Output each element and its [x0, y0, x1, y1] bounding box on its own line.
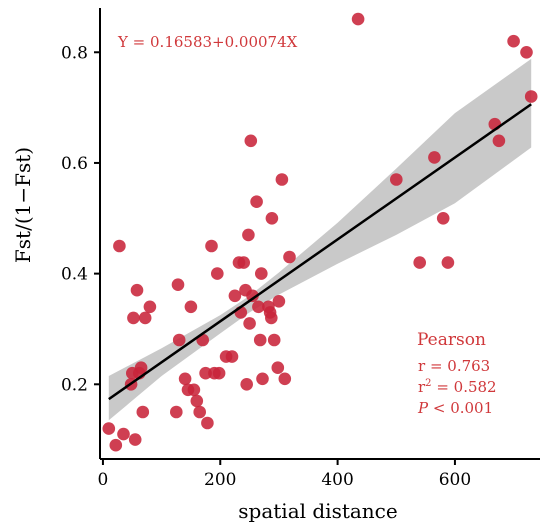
x-tick-label: 600: [439, 470, 471, 490]
data-point: [252, 300, 265, 314]
data-point: [128, 433, 142, 446]
data-point: [283, 250, 296, 264]
data-point: [184, 300, 198, 314]
data-point: [428, 151, 441, 164]
data-points: [102, 12, 538, 452]
data-point: [136, 405, 150, 419]
y-tick-label: 0.2: [61, 375, 88, 395]
data-point: [172, 333, 186, 347]
regression-equation: Y = 0.16583+0.00074X: [117, 33, 298, 51]
p-symbol: P: [417, 399, 429, 417]
data-point: [187, 383, 201, 397]
data-point: [242, 228, 255, 242]
pearson-stats: Pearson r = 0.763 r2 = 0.582 P < 0.001: [417, 330, 497, 417]
data-point: [413, 256, 427, 269]
y-axis-ticks: 0.2 0.4 0.6 0.8: [61, 43, 100, 395]
y-tick-label: 0.6: [61, 154, 88, 174]
data-point: [254, 267, 268, 280]
data-point: [267, 333, 281, 347]
x-tick-label: 400: [321, 470, 353, 490]
data-point: [127, 311, 140, 325]
stats-r: r = 0.763: [418, 357, 490, 375]
data-point: [390, 173, 403, 186]
data-point: [275, 173, 289, 186]
r2-superscript: 2: [425, 378, 431, 389]
stats-p: P < 0.001: [417, 399, 493, 417]
data-point: [256, 372, 269, 386]
data-point: [265, 311, 278, 325]
data-point: [113, 239, 126, 253]
y-tick-label: 0.8: [61, 43, 88, 63]
x-tick-label: 200: [204, 470, 236, 490]
data-point: [201, 416, 214, 430]
x-axis-label: spatial distance: [238, 499, 397, 523]
data-point: [244, 134, 258, 148]
data-point: [225, 350, 239, 363]
x-tick-label: 0: [98, 470, 109, 490]
data-point: [246, 289, 259, 303]
data-point: [250, 195, 263, 208]
data-point: [271, 361, 285, 375]
y-axis-label: Fst/(1−Fst): [11, 147, 35, 263]
data-point: [211, 267, 224, 280]
data-point: [190, 394, 204, 408]
p-value: < 0.001: [428, 399, 493, 417]
stats-r-squared: r2 = 0.582: [418, 378, 497, 396]
data-point: [117, 427, 130, 441]
data-point: [243, 317, 256, 330]
data-point: [520, 46, 533, 59]
data-point: [253, 333, 267, 347]
data-point: [272, 295, 286, 308]
r2-value: = 0.582: [432, 378, 497, 396]
data-point: [524, 90, 538, 103]
data-point: [212, 366, 226, 380]
confidence-band: [108, 58, 532, 421]
data-point: [265, 212, 279, 225]
data-point: [109, 438, 123, 452]
stats-title: Pearson: [417, 330, 486, 350]
data-point: [351, 12, 365, 26]
data-point: [436, 212, 450, 225]
y-tick-label: 0.4: [61, 265, 88, 285]
data-point: [199, 366, 212, 380]
data-point: [278, 372, 292, 386]
data-point: [507, 34, 520, 48]
data-point: [171, 278, 185, 292]
data-point: [170, 405, 183, 419]
data-point: [178, 372, 192, 386]
data-point: [134, 361, 148, 375]
data-point: [237, 256, 250, 269]
data-point: [228, 289, 242, 303]
x-axis-ticks: 0 200 400 600: [98, 459, 471, 490]
r2-prefix: r: [418, 378, 426, 396]
data-point: [240, 378, 253, 391]
data-point: [138, 311, 152, 325]
data-point: [102, 422, 116, 435]
data-point: [193, 405, 206, 419]
data-point: [143, 300, 157, 314]
regression-line: [108, 103, 532, 401]
data-point: [130, 283, 144, 297]
data-point: [205, 239, 218, 253]
data-point: [492, 134, 506, 148]
data-point: [441, 256, 455, 269]
